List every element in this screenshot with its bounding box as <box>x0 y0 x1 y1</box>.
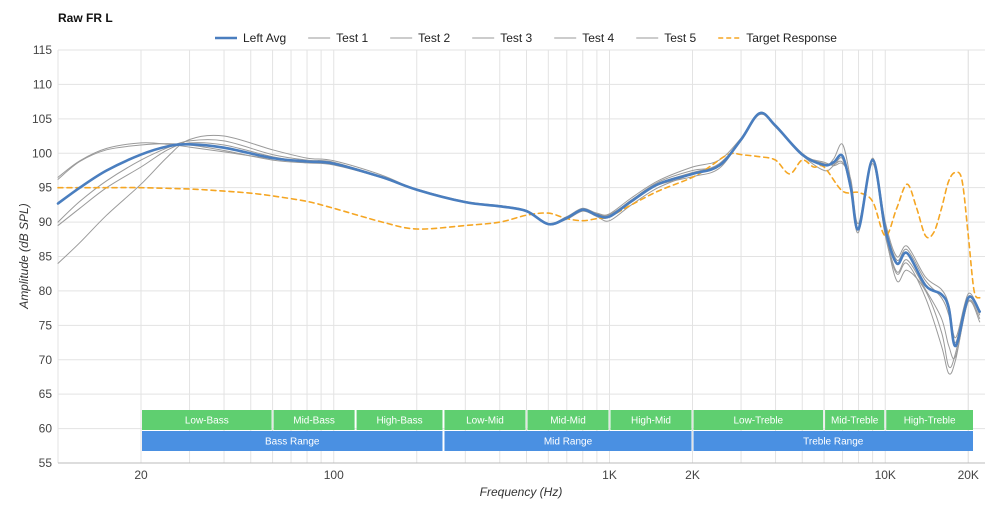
range-group-band-label: Treble Range <box>803 437 864 448</box>
y-tick-label: 85 <box>39 250 53 264</box>
range-group-band-label: Mid Range <box>544 437 593 448</box>
x-tick-label: 2K <box>685 468 700 482</box>
range-band <box>825 410 885 430</box>
range-band-label: High-Mid <box>631 416 671 427</box>
legend-item[interactable]: Target Response <box>718 31 837 45</box>
legend-label: Test 4 <box>582 31 614 45</box>
y-tick-label: 65 <box>39 387 53 401</box>
series-line-target-response <box>57 152 981 299</box>
legend-item[interactable]: Test 3 <box>472 31 533 45</box>
series-line-test-5 <box>57 113 981 360</box>
y-tick-label: 60 <box>39 422 53 436</box>
range-group-band <box>444 431 692 451</box>
frequency-range-bands: Low-Bass Mid-Bass High-Bass Low-Mid Mid-Mid H… <box>142 410 973 451</box>
chart-ticks: 55 60 65 70 75 80 85 90 95 100 105 110 115 20 100 1K 2K 1… <box>32 43 979 482</box>
y-tick-label: 90 <box>39 215 53 229</box>
range-band <box>527 410 609 430</box>
range-band <box>273 410 355 430</box>
legend-label: Test 5 <box>664 31 696 45</box>
series-line-test-1 <box>57 111 981 375</box>
series-line-test-3 <box>57 113 981 344</box>
range-band-label: Mid-Bass <box>293 416 335 427</box>
legend-label: Test 2 <box>418 31 450 45</box>
range-group-band <box>142 431 443 451</box>
x-tick-label: 1K <box>602 468 617 482</box>
legend-item[interactable]: Test 1 <box>308 31 368 45</box>
x-axis-title: Frequency (Hz) <box>480 485 563 499</box>
chart-grid <box>57 49 985 464</box>
range-band <box>444 410 526 430</box>
range-band <box>886 410 973 430</box>
range-band <box>693 410 824 430</box>
x-tick-label: 100 <box>324 468 344 482</box>
x-tick-label: 10K <box>875 468 896 482</box>
series-line-test-2 <box>57 113 981 369</box>
y-axis-title: Amplitude (dB SPL) <box>17 203 31 309</box>
range-band-label: High-Treble <box>904 416 956 427</box>
range-band-label: Mid-Mid <box>550 416 586 427</box>
x-tick-label: 20 <box>134 468 148 482</box>
legend-label: Left Avg <box>243 31 286 45</box>
y-tick-label: 105 <box>32 112 52 126</box>
range-band <box>356 410 443 430</box>
chart-legend: Left Avg Test 1 Test 2 Test 3 Test 4 Test 5 Ta… <box>215 31 837 45</box>
range-group-band-label: Bass Range <box>265 437 320 448</box>
y-tick-label: 115 <box>33 43 52 57</box>
range-band-label: High-Bass <box>376 416 422 427</box>
legend-item[interactable]: Test 2 <box>390 31 451 45</box>
chart-title: Raw FR L <box>58 11 113 25</box>
range-group-band <box>693 431 973 451</box>
legend-item[interactable]: Test 4 <box>554 31 615 45</box>
range-band <box>610 410 692 430</box>
legend-label: Test 1 <box>336 31 368 45</box>
x-tick-label: 20K <box>958 468 979 482</box>
y-tick-label: 55 <box>39 456 53 470</box>
range-band <box>142 410 272 430</box>
legend-label: Target Response <box>746 31 837 45</box>
range-band-label: Low-Bass <box>185 416 229 427</box>
range-band-label: Mid-Treble <box>831 416 879 427</box>
y-tick-label: 100 <box>32 146 52 160</box>
y-tick-label: 70 <box>39 353 53 367</box>
range-band-label: Low-Treble <box>733 416 783 427</box>
y-tick-label: 75 <box>39 318 53 332</box>
legend-item[interactable]: Test 5 <box>636 31 697 45</box>
y-tick-label: 95 <box>39 181 53 195</box>
legend-item[interactable]: Left Avg <box>215 31 286 45</box>
y-tick-label: 110 <box>33 77 52 91</box>
range-band-label: Low-Mid <box>466 416 504 427</box>
chart-series <box>56 111 981 375</box>
series-line-left-avg <box>56 111 981 348</box>
y-tick-label: 80 <box>39 284 53 298</box>
legend-label: Test 3 <box>500 31 532 45</box>
